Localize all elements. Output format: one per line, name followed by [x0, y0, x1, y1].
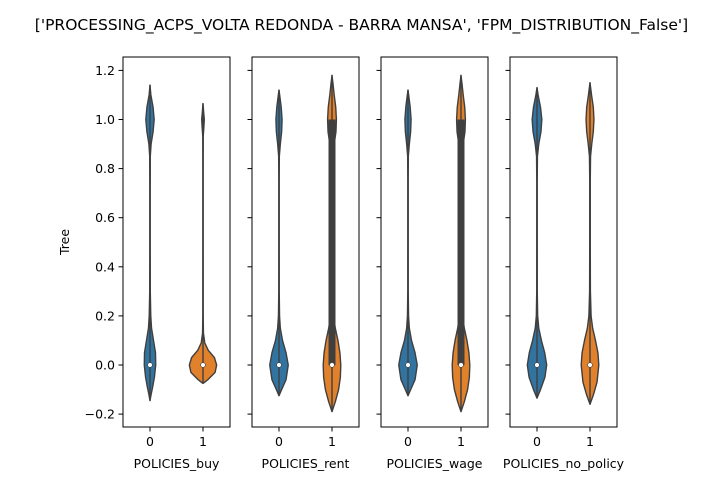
panel-frame [122, 56, 231, 428]
panel-frame [509, 56, 618, 428]
y-tick-label: 0.6 [95, 210, 115, 225]
y-tick-label: 0.8 [95, 161, 115, 176]
panels-group: −0.2 0.0 0.2 0.4 0.6 0.8 1.0 1.2 0 1 POLICIES_buy T… [57, 56, 625, 471]
x-tick-label: 1 [199, 434, 207, 449]
x-tick-label: 0 [146, 434, 154, 449]
violin-median [329, 362, 335, 368]
x-tick-label: 1 [457, 434, 465, 449]
x-tick-label: 0 [533, 434, 541, 449]
y-tick-label: 0.0 [95, 358, 115, 373]
violin-iqr-box [328, 119, 336, 365]
panel-frame [251, 56, 360, 428]
violin-median [534, 362, 540, 368]
x-axis-label: POLICIES_buy [134, 456, 220, 471]
x-tick-label: 0 [404, 434, 412, 449]
violin-iqr-box [457, 119, 465, 365]
x-axis-label: POLICIES_rent [262, 456, 350, 471]
violin-panel: −0.2 0.0 0.2 0.4 0.6 0.8 1.0 1.2 0 1 POLICIES_buy T… [57, 56, 231, 471]
violin-median [147, 362, 153, 368]
panel-frame [380, 56, 489, 428]
violin-panel: 0 1 POLICIES_no_policy [503, 56, 625, 471]
y-tick-label: 1.0 [95, 112, 115, 127]
y-tick-label: −0.2 [85, 407, 115, 422]
violin-median [276, 362, 282, 368]
x-tick-label: 1 [328, 434, 336, 449]
y-axis-label: Tree [57, 229, 72, 256]
violin-median [200, 362, 206, 368]
y-tick-label: 0.4 [95, 259, 115, 274]
violin-panel: 0 1 POLICIES_rent [247, 56, 360, 471]
figure-suptitle: ['PROCESSING_ACPS_VOLTA REDONDA - BARRA … [35, 16, 688, 35]
y-tick-label: 1.2 [95, 63, 115, 78]
x-tick-label: 1 [586, 434, 594, 449]
x-axis-label: POLICIES_wage [386, 456, 482, 471]
y-tick-label: 0.2 [95, 308, 115, 323]
violin-median [587, 362, 593, 368]
violin-panel: 0 1 POLICIES_wage [376, 56, 489, 471]
x-axis-label: POLICIES_no_policy [503, 456, 625, 471]
x-tick-label: 0 [275, 434, 283, 449]
violin-median [458, 362, 464, 368]
violin-median [405, 362, 411, 368]
